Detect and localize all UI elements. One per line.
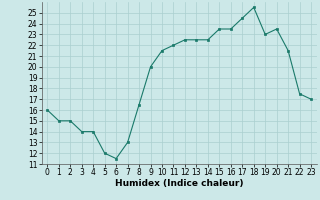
X-axis label: Humidex (Indice chaleur): Humidex (Indice chaleur) [115,179,244,188]
